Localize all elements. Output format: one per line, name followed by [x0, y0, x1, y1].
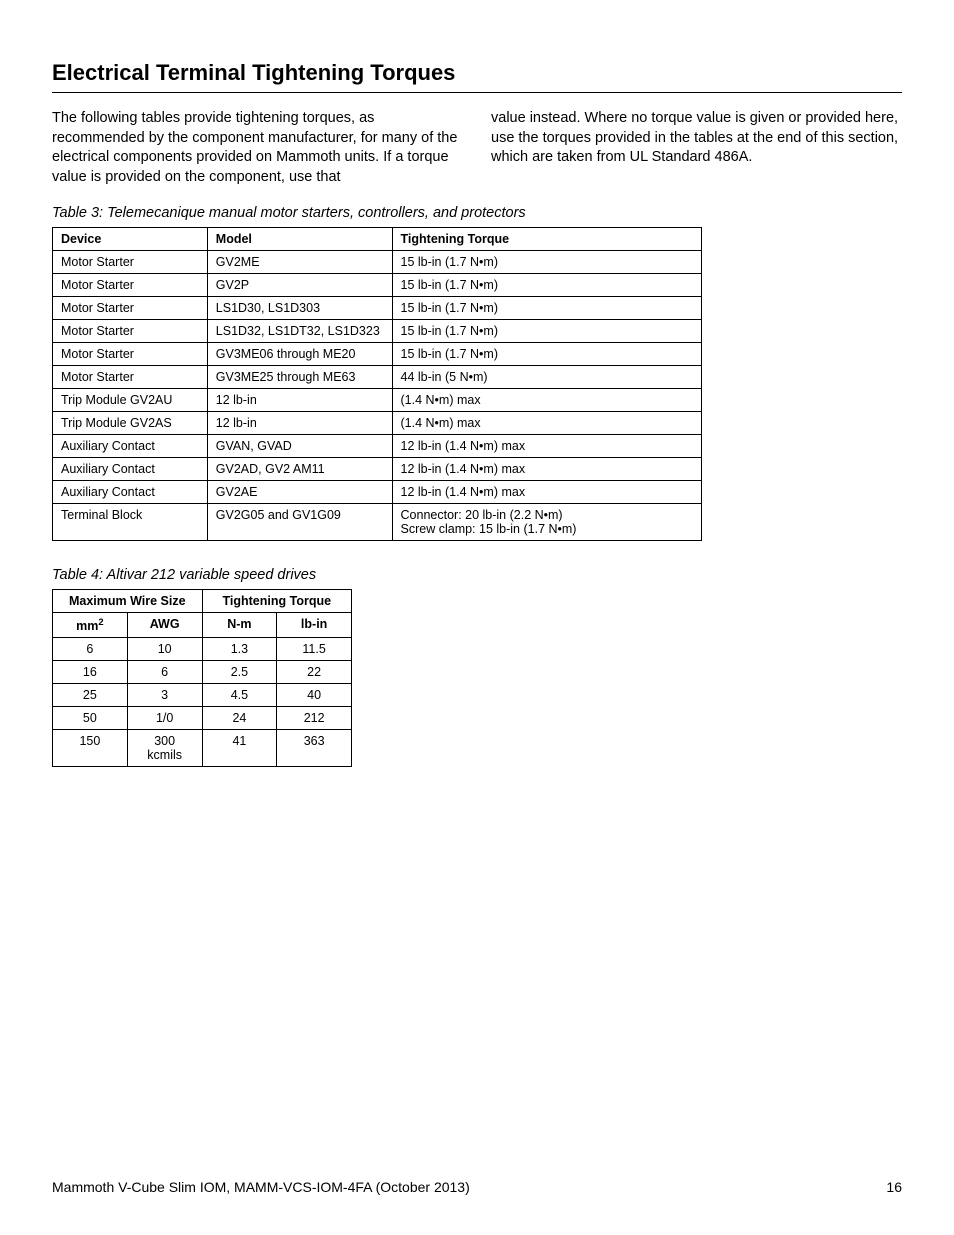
table-cell: 40: [277, 684, 352, 707]
th-awg: AWG: [127, 613, 202, 638]
table-header-row: Maximum Wire Size Tightening Torque: [53, 590, 352, 613]
table-row: 501/024212: [53, 707, 352, 730]
table3: Device Model Tightening Torque Motor Sta…: [52, 227, 702, 541]
table-cell: 22: [277, 661, 352, 684]
table-cell: Motor Starter: [53, 343, 208, 366]
table-cell: 41: [202, 730, 277, 767]
table-cell: 300 kcmils: [127, 730, 202, 767]
table-cell: 4.5: [202, 684, 277, 707]
table-row: 2534.540: [53, 684, 352, 707]
table-cell: GV3ME25 through ME63: [207, 366, 392, 389]
table3-caption: Table 3: Telemecanique manual motor star…: [52, 205, 902, 221]
table-cell: 11.5: [277, 638, 352, 661]
table-cell: 44 lb-in (5 N•m): [392, 366, 701, 389]
table-cell: LS1D30, LS1D303: [207, 297, 392, 320]
table-row: Motor StarterGV3ME25 through ME6344 lb-i…: [53, 366, 702, 389]
table-cell: 15 lb-in (1.7 N•m): [392, 251, 701, 274]
table-cell: 25: [53, 684, 128, 707]
table-cell: 12 lb-in: [207, 412, 392, 435]
table-cell: 15 lb-in (1.7 N•m): [392, 297, 701, 320]
table-row: Motor StarterLS1D30, LS1D30315 lb-in (1.…: [53, 297, 702, 320]
table-row: Auxiliary ContactGV2AD, GV2 AM1112 lb-in…: [53, 458, 702, 481]
intro-columns: The following tables provide tightening …: [52, 109, 902, 187]
table-row: 150300 kcmils41363: [53, 730, 352, 767]
table-cell: 6: [127, 661, 202, 684]
table-row: Trip Module GV2AS12 lb-in(1.4 N•m) max: [53, 412, 702, 435]
table-cell: 15 lb-in (1.7 N•m): [392, 274, 701, 297]
table-cell: 1/0: [127, 707, 202, 730]
table-cell: LS1D32, LS1DT32, LS1D323: [207, 320, 392, 343]
table4: Maximum Wire Size Tightening Torque mm2 …: [52, 589, 352, 767]
table-cell: 150: [53, 730, 128, 767]
table-cell: Motor Starter: [53, 274, 208, 297]
table-cell: 50: [53, 707, 128, 730]
table-cell: GV2AD, GV2 AM11: [207, 458, 392, 481]
table-cell: 10: [127, 638, 202, 661]
table-cell: (1.4 N•m) max: [392, 389, 701, 412]
table-cell: Auxiliary Contact: [53, 458, 208, 481]
table-cell: GV3ME06 through ME20: [207, 343, 392, 366]
table-cell: 12 lb-in (1.4 N•m) max: [392, 435, 701, 458]
footer-page-number: 16: [886, 1179, 902, 1195]
table-row: 6101.311.5: [53, 638, 352, 661]
table-cell: 15 lb-in (1.7 N•m): [392, 320, 701, 343]
table-cell: Trip Module GV2AU: [53, 389, 208, 412]
table-row: 1662.522: [53, 661, 352, 684]
table-cell: 12 lb-in (1.4 N•m) max: [392, 458, 701, 481]
table-cell: 12 lb-in (1.4 N•m) max: [392, 481, 701, 504]
table-row: Auxiliary ContactGV2AE12 lb-in (1.4 N•m)…: [53, 481, 702, 504]
table-row: Motor StarterLS1D32, LS1DT32, LS1D32315 …: [53, 320, 702, 343]
table-cell: 16: [53, 661, 128, 684]
table-cell: 3: [127, 684, 202, 707]
table-row: Trip Module GV2AU12 lb-in(1.4 N•m) max: [53, 389, 702, 412]
table-cell: 1.3: [202, 638, 277, 661]
intro-right: value instead. Where no torque value is …: [491, 109, 902, 187]
table-cell: Trip Module GV2AS: [53, 412, 208, 435]
table-subheader-row: mm2 AWG N-m lb-in: [53, 613, 352, 638]
footer-left: Mammoth V-Cube Slim IOM, MAMM-VCS-IOM-4F…: [52, 1179, 470, 1195]
table-cell: 15 lb-in (1.7 N•m): [392, 343, 701, 366]
table-cell: 2.5: [202, 661, 277, 684]
table-cell: Auxiliary Contact: [53, 435, 208, 458]
table-cell: 24: [202, 707, 277, 730]
table-cell: GV2ME: [207, 251, 392, 274]
table-cell: GV2G05 and GV1G09: [207, 504, 392, 541]
table-row: Terminal BlockGV2G05 and GV1G09Connector…: [53, 504, 702, 541]
th-device: Device: [53, 228, 208, 251]
th-lbin: lb-in: [277, 613, 352, 638]
table-cell: 6: [53, 638, 128, 661]
th-torque: Tightening Torque: [202, 590, 351, 613]
table-cell: GV2AE: [207, 481, 392, 504]
table-cell: Terminal Block: [53, 504, 208, 541]
th-model: Model: [207, 228, 392, 251]
table-cell: Motor Starter: [53, 297, 208, 320]
table-row: Motor StarterGV2ME15 lb-in (1.7 N•m): [53, 251, 702, 274]
table-row: Auxiliary ContactGVAN, GVAD12 lb-in (1.4…: [53, 435, 702, 458]
table-header-row: Device Model Tightening Torque: [53, 228, 702, 251]
table-cell: Motor Starter: [53, 366, 208, 389]
table-row: Motor StarterGV2P15 lb-in (1.7 N•m): [53, 274, 702, 297]
table-row: Motor StarterGV3ME06 through ME2015 lb-i…: [53, 343, 702, 366]
th-mm2: mm2: [53, 613, 128, 638]
table4-caption: Table 4: Altivar 212 variable speed driv…: [52, 567, 902, 583]
table-cell: (1.4 N•m) max: [392, 412, 701, 435]
section-title: Electrical Terminal Tightening Torques: [52, 60, 902, 93]
intro-left: The following tables provide tightening …: [52, 109, 463, 187]
table-cell: 12 lb-in: [207, 389, 392, 412]
th-wiresize: Maximum Wire Size: [53, 590, 203, 613]
page-footer: Mammoth V-Cube Slim IOM, MAMM-VCS-IOM-4F…: [52, 1179, 902, 1195]
table-cell: Auxiliary Contact: [53, 481, 208, 504]
table-cell: Connector: 20 lb-in (2.2 N•m) Screw clam…: [392, 504, 701, 541]
table-cell: Motor Starter: [53, 320, 208, 343]
table-cell: 212: [277, 707, 352, 730]
table-cell: 363: [277, 730, 352, 767]
th-nm: N-m: [202, 613, 277, 638]
th-torque: Tightening Torque: [392, 228, 701, 251]
table-cell: GVAN, GVAD: [207, 435, 392, 458]
table-cell: Motor Starter: [53, 251, 208, 274]
page-container: Electrical Terminal Tightening Torques T…: [0, 0, 954, 1235]
table-cell: GV2P: [207, 274, 392, 297]
